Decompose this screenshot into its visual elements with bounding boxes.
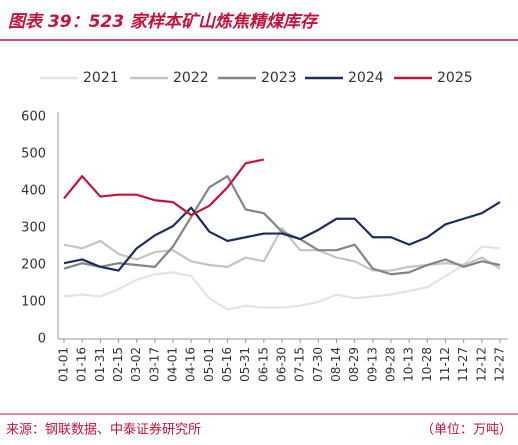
x-tick-label: 06-15 <box>256 347 270 382</box>
y-tick-label: 300 <box>21 221 46 236</box>
legend-label: 2023 <box>261 70 297 86</box>
legend-label: 2024 <box>348 70 384 86</box>
chart-title: 图表 39：523 家样本矿山炼焦精煤库存 <box>8 12 320 32</box>
x-tick-label: 12-27 <box>493 347 507 382</box>
x-tick-label: 03-17 <box>147 347 161 382</box>
x-tick-label: 04-01 <box>166 347 180 382</box>
series-line <box>63 245 501 311</box>
x-tick-label: 07-15 <box>293 347 307 382</box>
x-tick-label: 01-31 <box>93 347 107 382</box>
y-tick-label: 100 <box>21 295 46 310</box>
series-line <box>63 158 265 217</box>
x-tick-label: 06-30 <box>275 347 289 382</box>
y-tick-label: 500 <box>21 147 46 162</box>
x-tick-label: 09-28 <box>384 347 398 382</box>
x-tick-label: 03-02 <box>129 347 143 382</box>
x-tick-label: 01-16 <box>75 347 89 382</box>
y-tick-label: 600 <box>21 110 46 125</box>
x-tick-label: 10-13 <box>402 347 416 382</box>
y-tick-label: 0 <box>38 332 46 347</box>
x-tick-label: 11-12 <box>438 347 452 382</box>
x-tick-label: 05-16 <box>220 347 234 382</box>
x-tick-label: 08-29 <box>347 347 361 382</box>
legend-label: 2025 <box>437 70 473 86</box>
x-tick-label: 08-14 <box>329 347 343 382</box>
source: 来源：钢联数据、中泰证券研究所 <box>6 422 201 438</box>
x-tick-label: 05-01 <box>202 347 216 382</box>
y-tick-label: 400 <box>21 184 46 199</box>
series-line <box>63 201 501 272</box>
x-tick-label: 09-13 <box>365 347 379 382</box>
x-tick-label: 11-27 <box>456 347 470 382</box>
x-tick-label: 04-16 <box>184 347 198 382</box>
x-tick-label: 01-01 <box>57 347 71 382</box>
x-tick-label: 07-30 <box>311 347 325 382</box>
series-line <box>63 175 501 276</box>
x-tick-label: 12-12 <box>474 347 488 382</box>
unit: （单位：万吨） <box>421 423 512 438</box>
x-tick-label: 02-15 <box>111 347 125 382</box>
legend-label: 2022 <box>173 70 209 86</box>
y-tick-label: 200 <box>21 258 46 273</box>
x-tick-label: 10-28 <box>420 347 434 382</box>
legend-label: 2021 <box>83 70 119 86</box>
x-tick-label: 05-31 <box>238 347 252 382</box>
